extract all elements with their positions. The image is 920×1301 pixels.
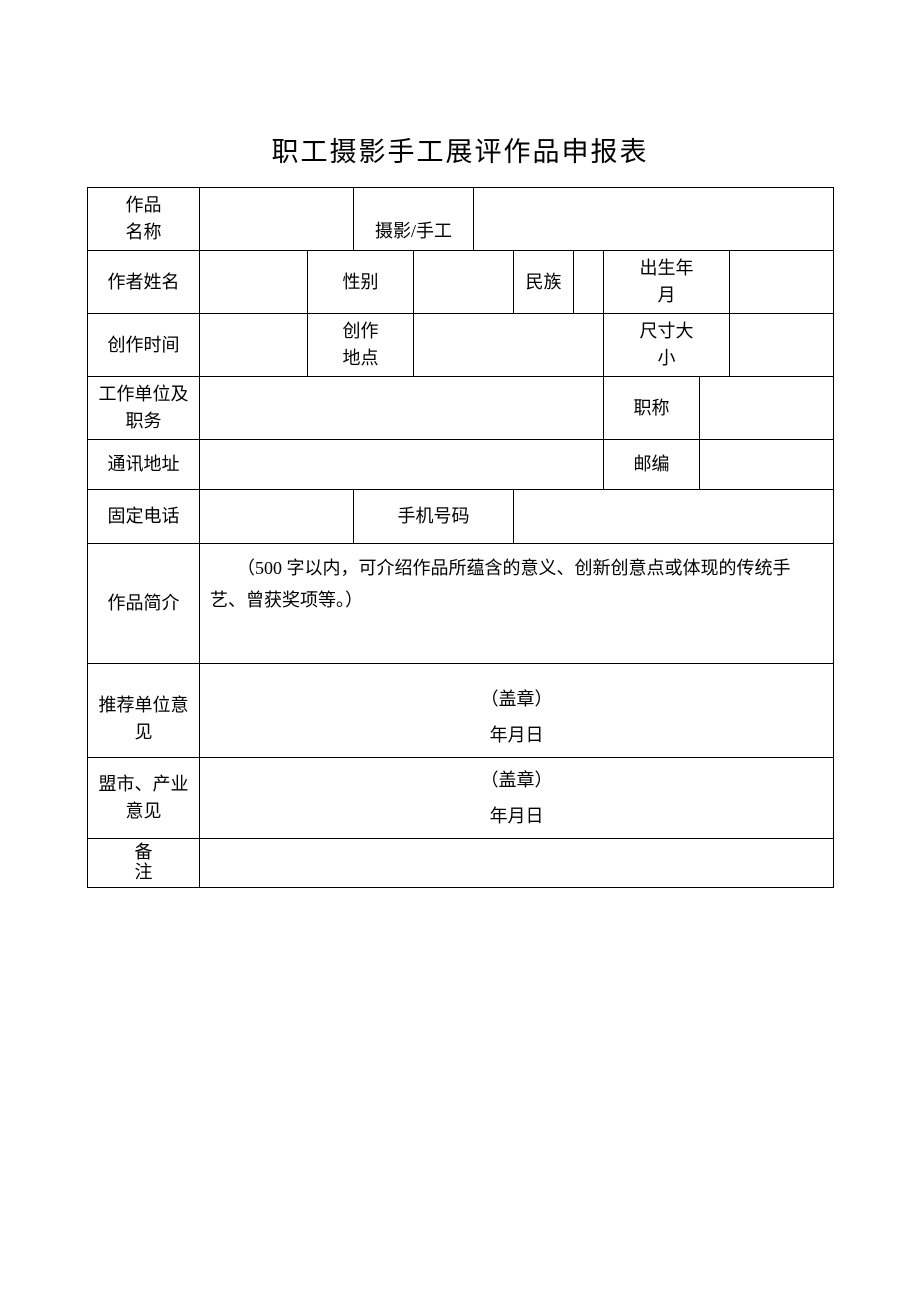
create-place-value <box>414 314 604 377</box>
row-recommend: 推荐单位意见 （盖章） 年月日 <box>88 664 834 758</box>
size-value <box>730 314 834 377</box>
address-value <box>200 440 604 490</box>
row-industry: 盟市、产业意见 （盖章） 年月日 <box>88 758 834 839</box>
industry-label: 盟市、产业意见 <box>88 758 200 839</box>
row-creation: 创作时间 创作地点 尺寸大小 <box>88 314 834 377</box>
mobile-value <box>514 490 834 544</box>
create-time-label: 创作时间 <box>88 314 200 377</box>
address-label: 通讯地址 <box>88 440 200 490</box>
intro-label: 作品简介 <box>88 544 200 664</box>
application-form-table: 作品名称 摄影/手工 作者姓名 性别 民族 出生年月 创作时间 创作地点 尺寸大… <box>87 187 834 888</box>
author-value <box>200 251 308 314</box>
work-name-value <box>200 188 354 251</box>
postcode-value <box>700 440 834 490</box>
birth-label: 出生年月 <box>604 251 730 314</box>
job-title-value <box>700 377 834 440</box>
ethnicity-label: 民族 <box>514 251 574 314</box>
stamp-text-2: （盖章） <box>481 770 553 790</box>
recommend-content: （盖章） 年月日 <box>200 664 834 758</box>
row-author: 作者姓名 性别 民族 出生年月 <box>88 251 834 314</box>
type-value <box>474 188 834 251</box>
row-remark: 备注 <box>88 839 834 888</box>
work-name-label: 作品名称 <box>88 188 200 251</box>
intro-text: （500 字以内，可介绍作品所蕴含的意义、创新创意点或体现的传统手艺、曾获奖项等… <box>210 558 791 610</box>
ethnicity-value <box>574 251 604 314</box>
author-label: 作者姓名 <box>88 251 200 314</box>
remark-value <box>200 839 834 888</box>
row-work-name: 作品名称 摄影/手工 <box>88 188 834 251</box>
stamp-text: （盖章） <box>481 689 553 709</box>
work-unit-value <box>200 377 604 440</box>
recommend-label: 推荐单位意见 <box>88 664 200 758</box>
create-time-value <box>200 314 308 377</box>
row-address: 通讯地址 邮编 <box>88 440 834 490</box>
mobile-label: 手机号码 <box>354 490 514 544</box>
postcode-label: 邮编 <box>604 440 700 490</box>
job-title-label: 职称 <box>604 377 700 440</box>
phone-label: 固定电话 <box>88 490 200 544</box>
create-place-label: 创作地点 <box>308 314 414 377</box>
date-text-2: 年月日 <box>490 806 544 826</box>
industry-content: （盖章） 年月日 <box>200 758 834 839</box>
birth-value <box>730 251 834 314</box>
date-text: 年月日 <box>490 725 544 745</box>
row-intro: 作品简介 （500 字以内，可介绍作品所蕴含的意义、创新创意点或体现的传统手艺、… <box>88 544 834 664</box>
gender-value <box>414 251 514 314</box>
size-label: 尺寸大小 <box>604 314 730 377</box>
type-label: 摄影/手工 <box>354 188 474 251</box>
page-title: 职工摄影手工展评作品申报表 <box>87 130 833 169</box>
intro-content: （500 字以内，可介绍作品所蕴含的意义、创新创意点或体现的传统手艺、曾获奖项等… <box>200 544 834 664</box>
phone-value <box>200 490 354 544</box>
row-work-unit: 工作单位及职务 职称 <box>88 377 834 440</box>
remark-label: 备注 <box>88 839 200 888</box>
gender-label: 性别 <box>308 251 414 314</box>
work-unit-label: 工作单位及职务 <box>88 377 200 440</box>
row-phone: 固定电话 手机号码 <box>88 490 834 544</box>
